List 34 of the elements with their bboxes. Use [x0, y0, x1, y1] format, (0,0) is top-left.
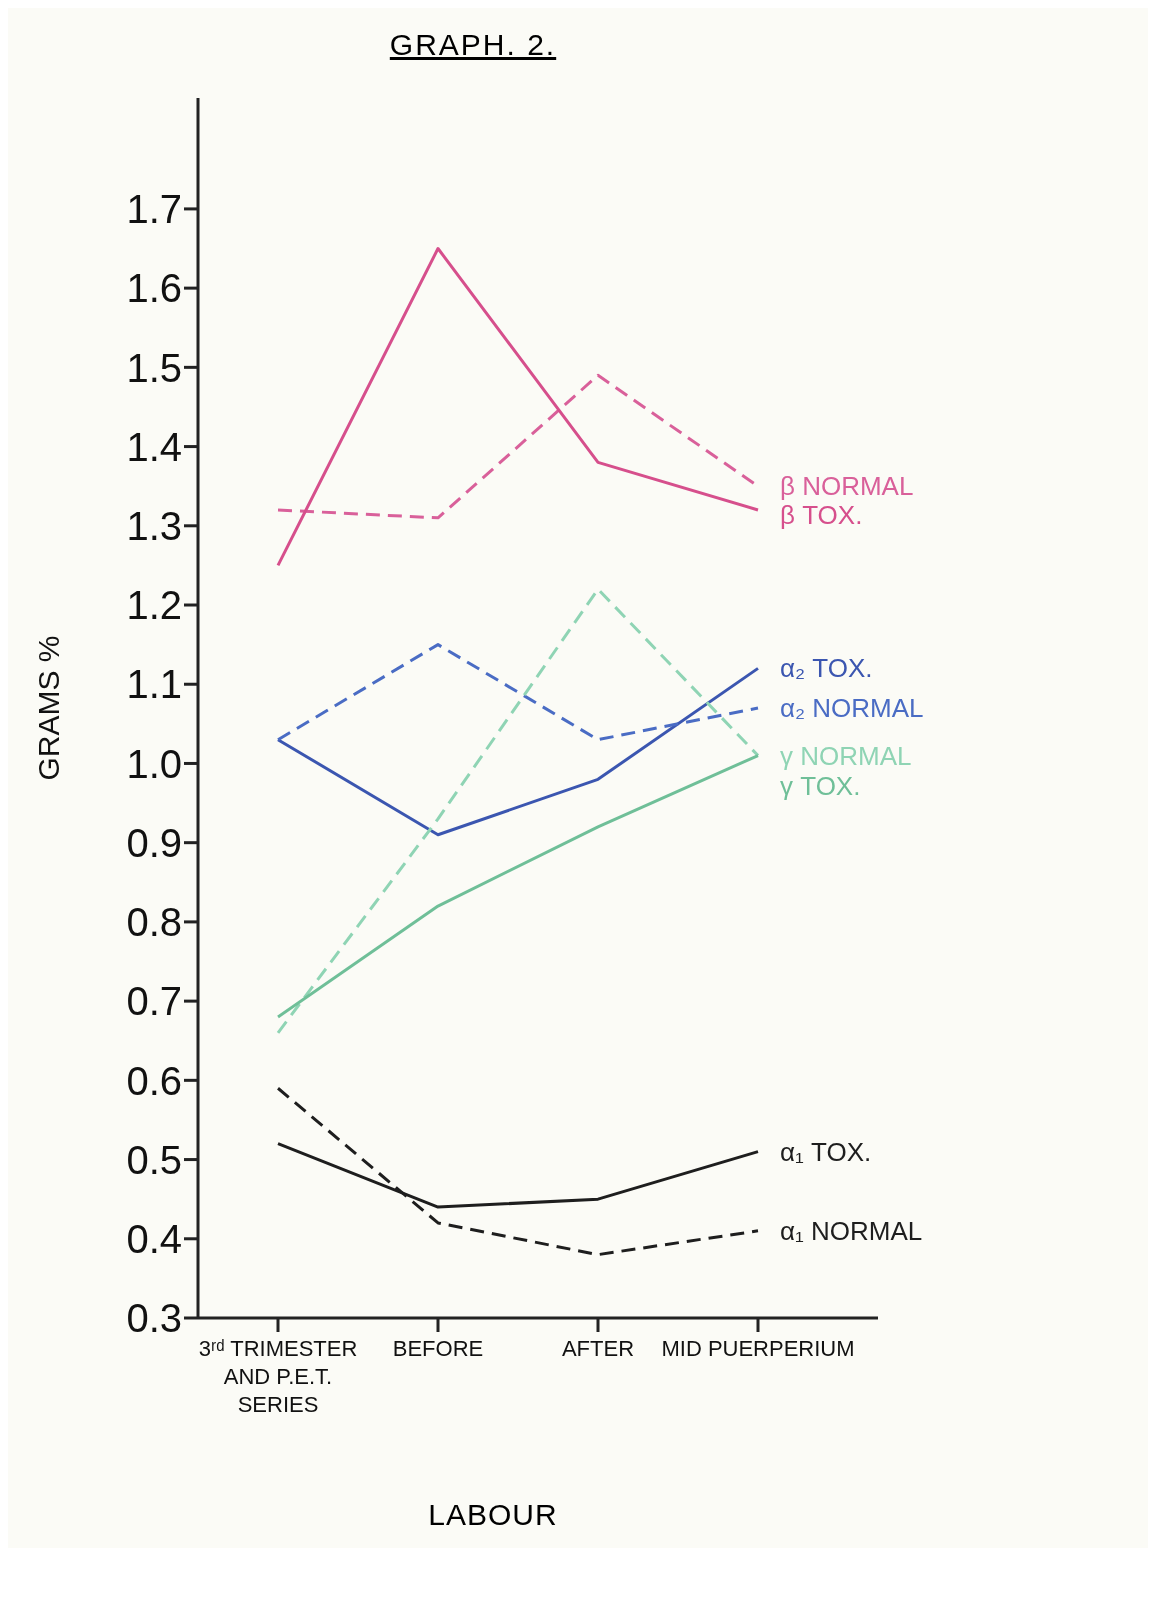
series-label: α₁ TOX.: [780, 1136, 872, 1167]
line-series: [276, 247, 760, 567]
y-tick-label: 0.8: [126, 900, 182, 945]
y-tick-label: 0.7: [126, 979, 182, 1024]
line-series: [276, 754, 760, 1019]
x-tick-label: MID PUERPERIUM: [661, 1336, 855, 1361]
series-label: α₁ NORMAL: [780, 1215, 923, 1246]
y-tick-label: 1.4: [126, 424, 182, 469]
y-tick-label: 0.4: [126, 1216, 182, 1261]
x-tick-label: 3ʳᵈ TRIMESTER AND P.E.T. SERIES: [198, 1336, 358, 1417]
series-label: α₂ TOX.: [780, 653, 873, 684]
y-tick-label: 1.3: [126, 503, 182, 548]
line-series: [276, 666, 760, 837]
chart-title: GRAPH. 2.: [388, 28, 558, 62]
y-tick-label: 0.6: [126, 1058, 182, 1103]
y-axis-title: GRAMS %: [31, 635, 65, 781]
y-tick-label: 1.6: [126, 266, 182, 311]
series-label: β TOX.: [780, 499, 863, 530]
x-tick-label: BEFORE: [392, 1336, 484, 1361]
x-tick-label: AFTER: [561, 1336, 635, 1361]
series-label: γ NORMAL: [780, 740, 912, 771]
y-tick-label: 1.0: [126, 741, 182, 786]
y-tick-label: 1.7: [126, 187, 182, 232]
series-label: α₂ NORMAL: [780, 693, 924, 723]
y-tick-label: 1.5: [126, 345, 182, 390]
y-tick-label: 1.2: [126, 583, 182, 628]
y-tick-label: 0.3: [126, 1296, 182, 1341]
y-tick-label: 1.1: [126, 662, 182, 707]
y-tick-label: 0.5: [126, 1137, 182, 1182]
y-tick-label: 0.9: [126, 820, 182, 865]
line-series: [276, 1086, 760, 1257]
series-label: γ TOX.: [780, 770, 861, 801]
text: LABOUR: [427, 1498, 559, 1532]
series-label: β NORMAL: [780, 471, 914, 502]
